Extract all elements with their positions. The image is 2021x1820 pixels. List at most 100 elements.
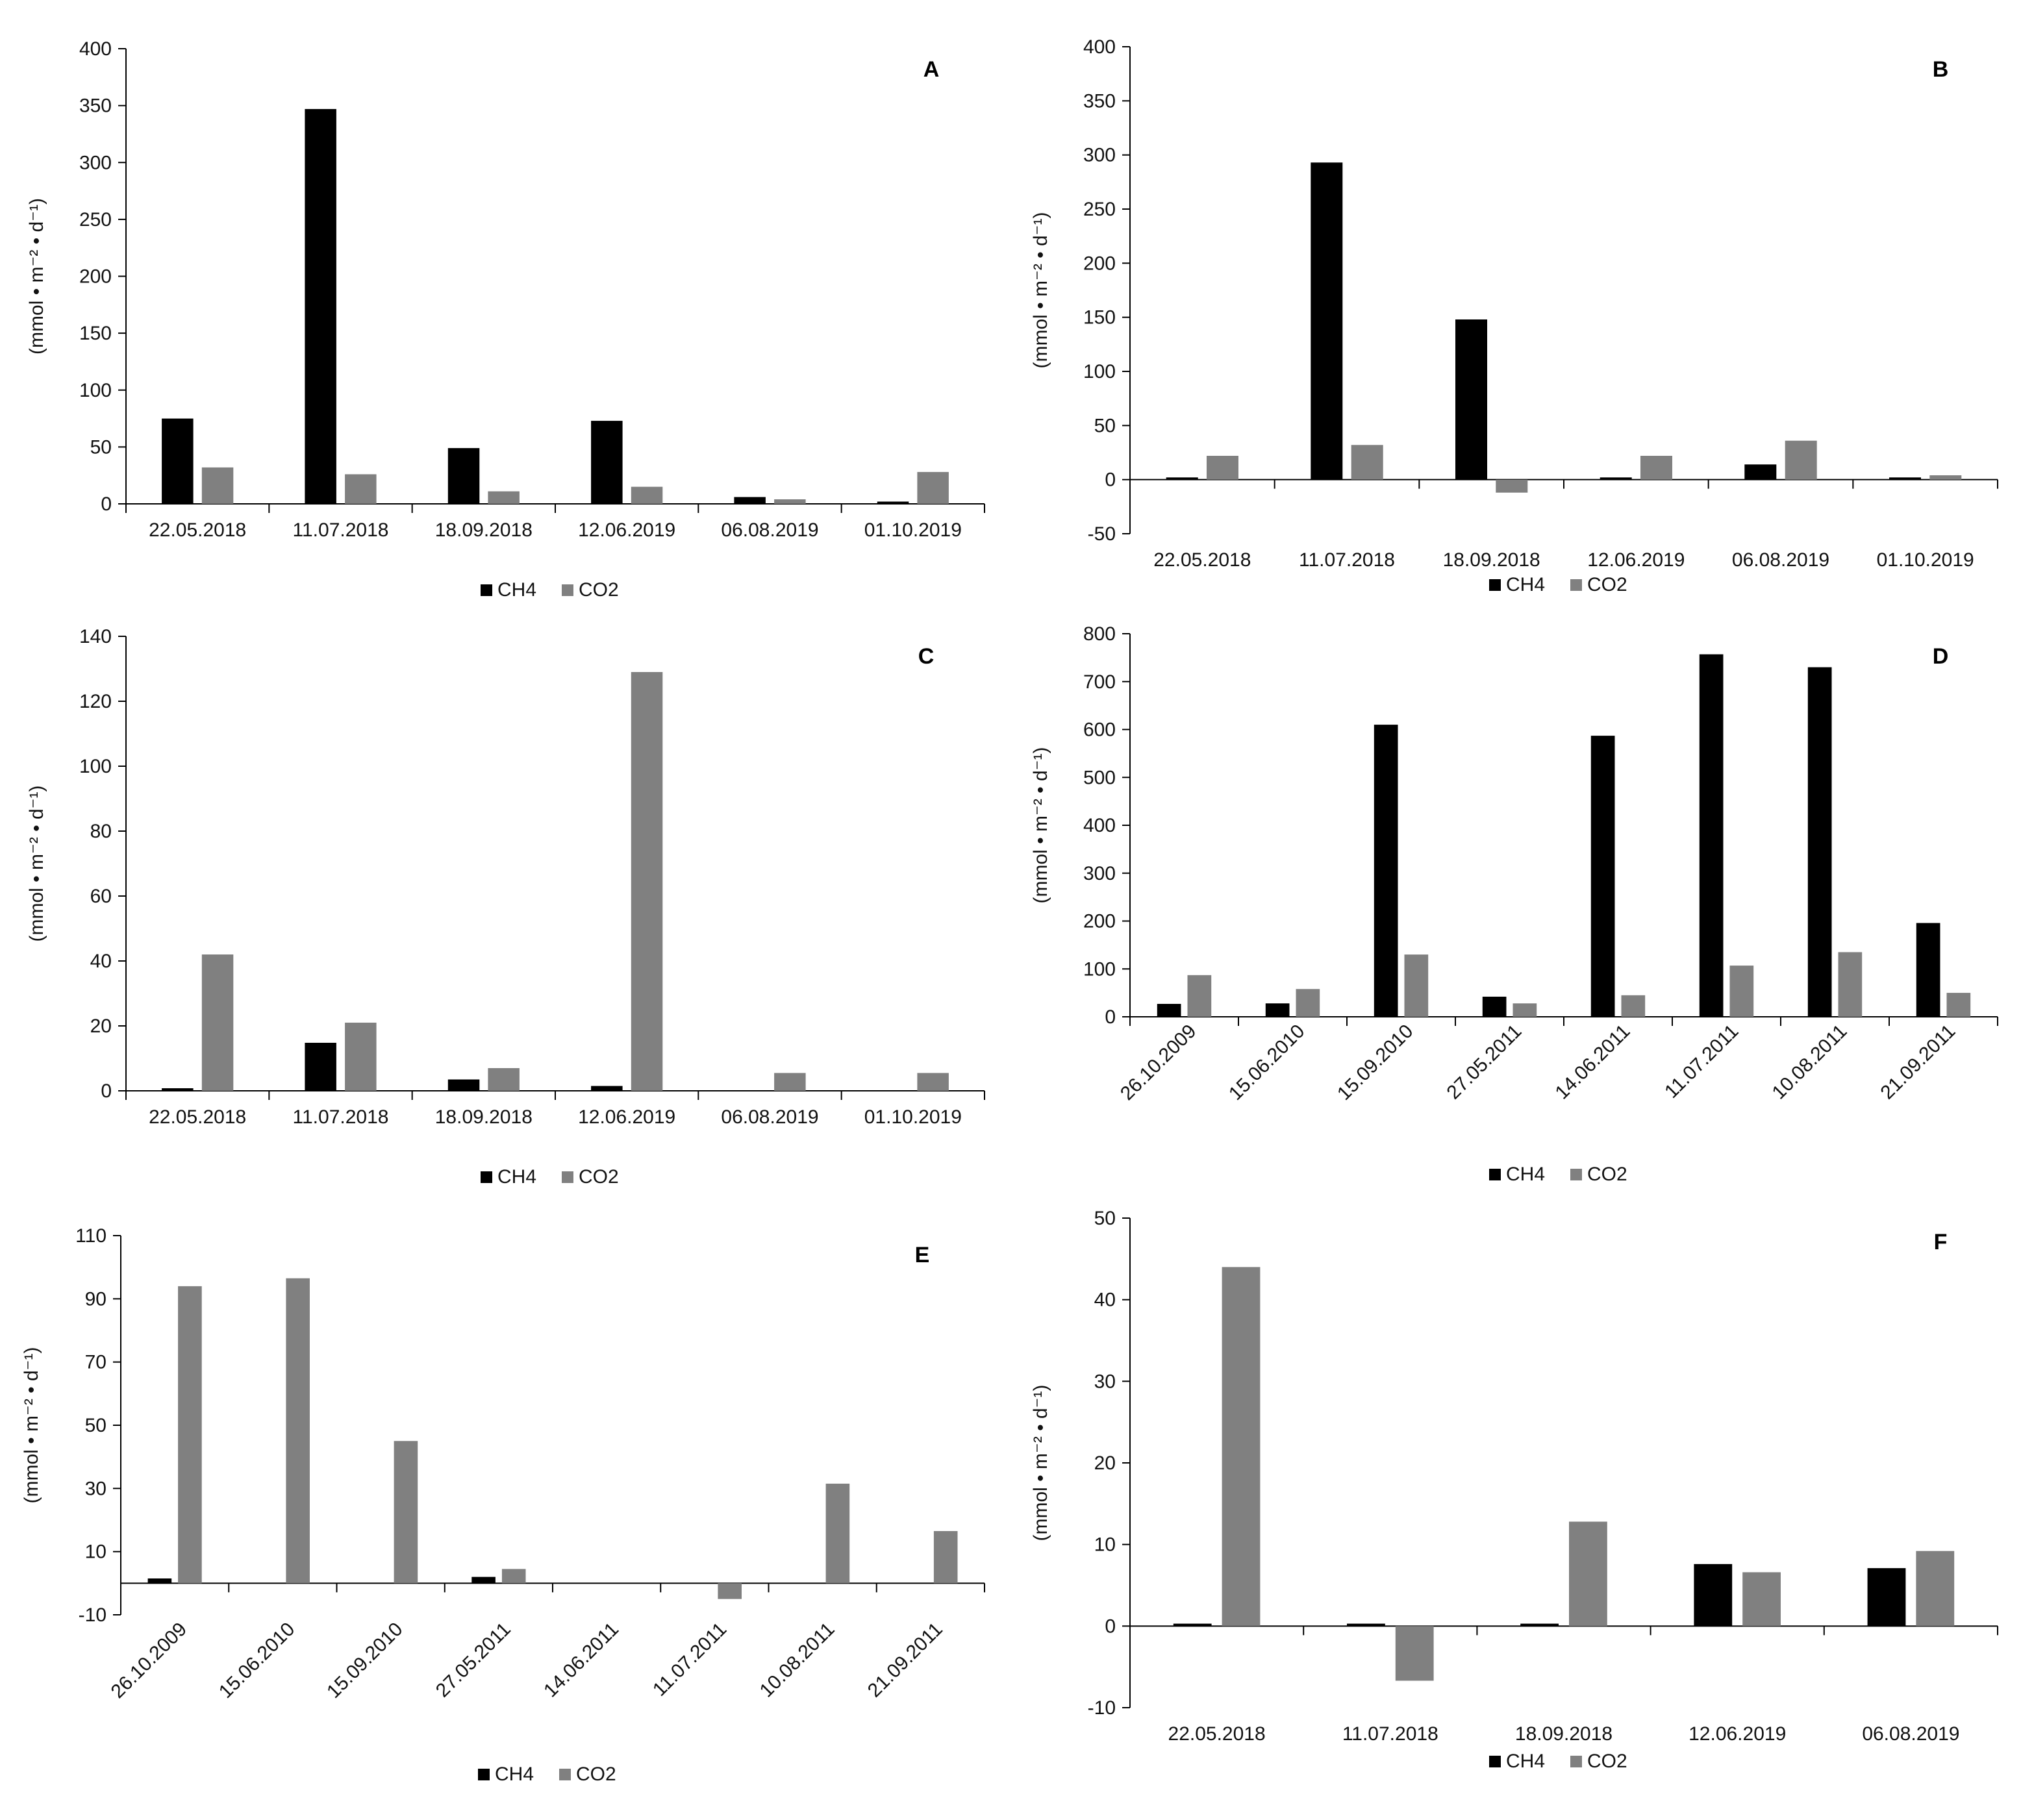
chart-F-ytick-label: -10	[1088, 1697, 1116, 1719]
chart-F-ytick-label: 40	[1094, 1290, 1116, 1311]
chart-A-bar-co2-22.05.2018	[201, 467, 234, 504]
chart-A-legend-swatch-ch4	[481, 584, 492, 596]
chart-F-ytick-label: 10	[1094, 1534, 1116, 1556]
chart-C-ytick-label: 120	[79, 691, 112, 712]
chart-B-xtick-label: 22.05.2018	[1153, 549, 1251, 571]
chart-F-legend: CH4 CO2	[1489, 1751, 1627, 1772]
chart-C-bar-co2-22.05.2018	[201, 954, 234, 1091]
chart-C-ytick-label: 80	[90, 821, 112, 842]
chart-B-panel-label: B	[1933, 57, 1949, 82]
chart-D-bar-co2-15.09.2010	[1404, 954, 1429, 1017]
chart-E-xtick-label: 14.06.2011	[540, 1619, 623, 1702]
chart-B-bar-co2-01.10.2019	[1929, 475, 1962, 480]
chart-B: -50 0 50 100 150 200 250 300 350 400 22.05.2018 11.…	[1030, 36, 1998, 595]
chart-D-bar-co2-10.08.2011	[1838, 952, 1863, 1017]
chart-E-xtick-label: 10.08.2011	[756, 1619, 839, 1702]
chart-D: 0 100 200 300 400 500 600 700 800 26.10.2009 15.06…	[1030, 623, 1998, 1185]
chart-B-ytick-label: 350	[1083, 90, 1116, 112]
chart-F-bar-co2-06.08.2019	[1916, 1551, 1955, 1627]
chart-B-bar-co2-12.06.2019	[1640, 456, 1672, 480]
chart-B-ytick-label: 200	[1083, 253, 1116, 274]
chart-C-legend-swatch-ch4	[481, 1171, 492, 1183]
chart-A-ytick-label: 0	[101, 493, 112, 515]
chart-B-bar-co2-06.08.2019	[1785, 440, 1817, 480]
chart-C-legend-label-co2: CO2	[579, 1166, 619, 1188]
chart-A-ytick-label: 50	[90, 436, 112, 458]
chart-E-legend-swatch-co2	[559, 1769, 571, 1780]
chart-E-legend-label-ch4: CH4	[495, 1764, 534, 1785]
chart-C-xtick-label: 06.08.2019	[721, 1106, 818, 1128]
chart-D-bar-co2-27.05.2011	[1513, 1003, 1537, 1017]
chart-C-panel-label: C	[918, 644, 935, 669]
chart-B-legend-label-ch4: CH4	[1506, 574, 1545, 595]
chart-F: -10 0 10 20 30 40 50 22.05.2018 11.07.2018 18.09.…	[1030, 1208, 1998, 1772]
chart-F-bar-co2-22.05.2018	[1222, 1267, 1261, 1627]
chart-D-bar-ch4-10.08.2011	[1807, 667, 1832, 1017]
chart-B-ytick-label: 250	[1083, 199, 1116, 220]
chart-C-legend-label-ch4: CH4	[497, 1166, 536, 1188]
chart-C-legend: CH4 CO2	[481, 1166, 619, 1188]
chart-D-bar-co2-14.06.2011	[1621, 995, 1646, 1017]
chart-C-ylabel: (mmol • m⁻² • d⁻¹)	[26, 786, 47, 942]
chart-E-xtick-label: 15.09.2010	[323, 1619, 407, 1703]
chart-C-bar-co2-12.06.2019	[631, 672, 663, 1091]
chart-F-ytick-label: 50	[1094, 1208, 1116, 1229]
chart-A-xtick-label: 18.09.2018	[435, 519, 533, 541]
chart-F-legend-swatch-ch4	[1489, 1756, 1501, 1767]
chart-F-xtick-label: 11.07.2018	[1342, 1723, 1438, 1745]
chart-E-bar-co2-10.08.2011	[825, 1484, 850, 1584]
chart-A-bar-ch4-12.06.2019	[591, 421, 623, 504]
chart-A-bar-ch4-01.10.2019	[877, 501, 909, 504]
chart-D-bar-ch4-15.06.2010	[1265, 1003, 1290, 1017]
chart-E-legend-label-co2: CO2	[576, 1764, 616, 1785]
chart-E-bar-ch4-26.10.2009	[147, 1578, 172, 1584]
chart-B-xtick-label: 18.09.2018	[1443, 549, 1540, 571]
chart-C-ytick-label: 40	[90, 951, 112, 972]
chart-C-ytick-label: 60	[90, 886, 112, 907]
chart-D-ytick-label: 100	[1083, 958, 1116, 980]
chart-F-ylabel: (mmol • m⁻² • d⁻¹)	[1030, 1385, 1051, 1541]
chart-D-bar-ch4-14.06.2011	[1590, 736, 1615, 1017]
chart-E-xtick-label: 15.06.2010	[215, 1619, 299, 1703]
chart-F-legend-label-ch4: CH4	[1506, 1751, 1545, 1772]
chart-D-bar-ch4-27.05.2011	[1482, 997, 1507, 1017]
chart-E-bar-co2-21.09.2011	[933, 1531, 958, 1584]
chart-E-xtick-label: 26.10.2009	[107, 1619, 192, 1703]
chart-E-bar-co2-27.05.2011	[501, 1569, 526, 1584]
chart-A-bar-co2-12.06.2019	[631, 486, 663, 504]
chart-B-ytick-label: 300	[1083, 145, 1116, 166]
chart-E-ytick-label: 10	[85, 1541, 107, 1563]
chart-C-ytick-label: 140	[79, 626, 112, 647]
chart-F-bar-co2-12.06.2019	[1742, 1572, 1781, 1627]
chart-F-xtick-label: 06.08.2019	[1862, 1723, 1959, 1745]
chart-D-bar-co2-26.10.2009	[1187, 975, 1212, 1017]
chart-D-xtick-label: 11.07.2011	[1661, 1021, 1742, 1103]
chart-D-ytick-label: 400	[1083, 815, 1116, 836]
chart-A-bar-co2-06.08.2019	[774, 499, 806, 504]
chart-A-bar-ch4-06.08.2019	[734, 497, 766, 504]
chart-D-bar-ch4-26.10.2009	[1157, 1004, 1181, 1017]
chart-F-legend-label-co2: CO2	[1587, 1751, 1627, 1772]
chart-A-bar-ch4-11.07.2018	[305, 108, 336, 504]
chart-A-legend: CH4 CO2	[481, 579, 619, 601]
chart-F-xtick-label: 18.09.2018	[1515, 1723, 1613, 1745]
chart-C-ytick-label: 0	[101, 1080, 112, 1102]
chart-E-legend-swatch-ch4	[478, 1769, 490, 1780]
chart-D-bar-co2-21.09.2011	[1946, 993, 1971, 1017]
chart-F-bar-ch4-18.09.2018	[1520, 1623, 1559, 1627]
chart-C-xtick-label: 12.06.2019	[578, 1106, 675, 1128]
chart-A-bar-ch4-22.05.2018	[162, 418, 194, 504]
chart-B-ytick-label: 400	[1083, 36, 1116, 58]
chart-F-ytick-label: 0	[1105, 1615, 1116, 1637]
chart-D-ytick-label: 600	[1083, 719, 1116, 741]
chart-A-bar-co2-18.09.2018	[488, 491, 520, 504]
chart-B-xtick-label: 11.07.2018	[1299, 549, 1395, 571]
chart-D-xtick-label: 14.06.2011	[1551, 1021, 1635, 1104]
chart-B-legend: CH4 CO2	[1489, 574, 1627, 595]
chart-C-xtick-label: 01.10.2019	[864, 1106, 962, 1128]
chart-E-bar-co2-26.10.2009	[178, 1286, 202, 1584]
chart-C-ytick-label: 20	[90, 1016, 112, 1037]
chart-A-legend-swatch-co2	[562, 584, 573, 596]
chart-C-ytick-label: 100	[79, 756, 112, 777]
chart-A-ytick-label: 100	[79, 380, 112, 401]
